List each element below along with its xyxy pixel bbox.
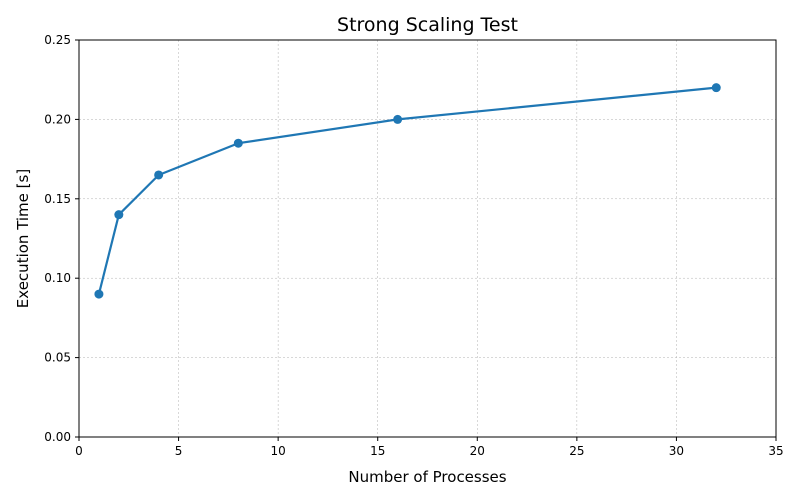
x-tick-label: 20 — [470, 444, 485, 458]
data-point — [114, 210, 124, 220]
series-line — [97, 86, 718, 296]
y-tick-label: 0.25 — [44, 33, 71, 47]
y-tick-label: 0.05 — [44, 351, 71, 365]
data-point — [154, 170, 164, 180]
y-axis-label: Execution Time [s] — [14, 169, 32, 308]
x-tick-label: 5 — [175, 444, 183, 458]
plot-frame — [78, 39, 777, 438]
y-tick-label: 0.20 — [44, 112, 71, 126]
chart-title: Strong Scaling Test — [337, 14, 518, 36]
x-tick-label: 25 — [569, 444, 584, 458]
x-tick-label: 15 — [370, 444, 385, 458]
y-tick-label: 0.10 — [44, 271, 71, 285]
ticks-layer: 0 5 10 15 20 25 30 35 0.00 0.05 0.10 0.15 0.20 0.25 — [44, 33, 783, 458]
y-tick-label: 0.00 — [44, 430, 71, 444]
y-tick-label: 0.15 — [44, 192, 71, 206]
x-tick-label: 0 — [75, 444, 83, 458]
data-point — [94, 289, 104, 299]
x-axis-label: Number of Processes — [348, 468, 506, 486]
data-point — [233, 138, 243, 148]
data-point — [711, 83, 721, 93]
series-layer — [94, 83, 721, 299]
x-tick-label: 35 — [768, 444, 783, 458]
x-tick-label: 30 — [669, 444, 684, 458]
x-tick-label: 10 — [271, 444, 286, 458]
data-point — [393, 114, 403, 124]
